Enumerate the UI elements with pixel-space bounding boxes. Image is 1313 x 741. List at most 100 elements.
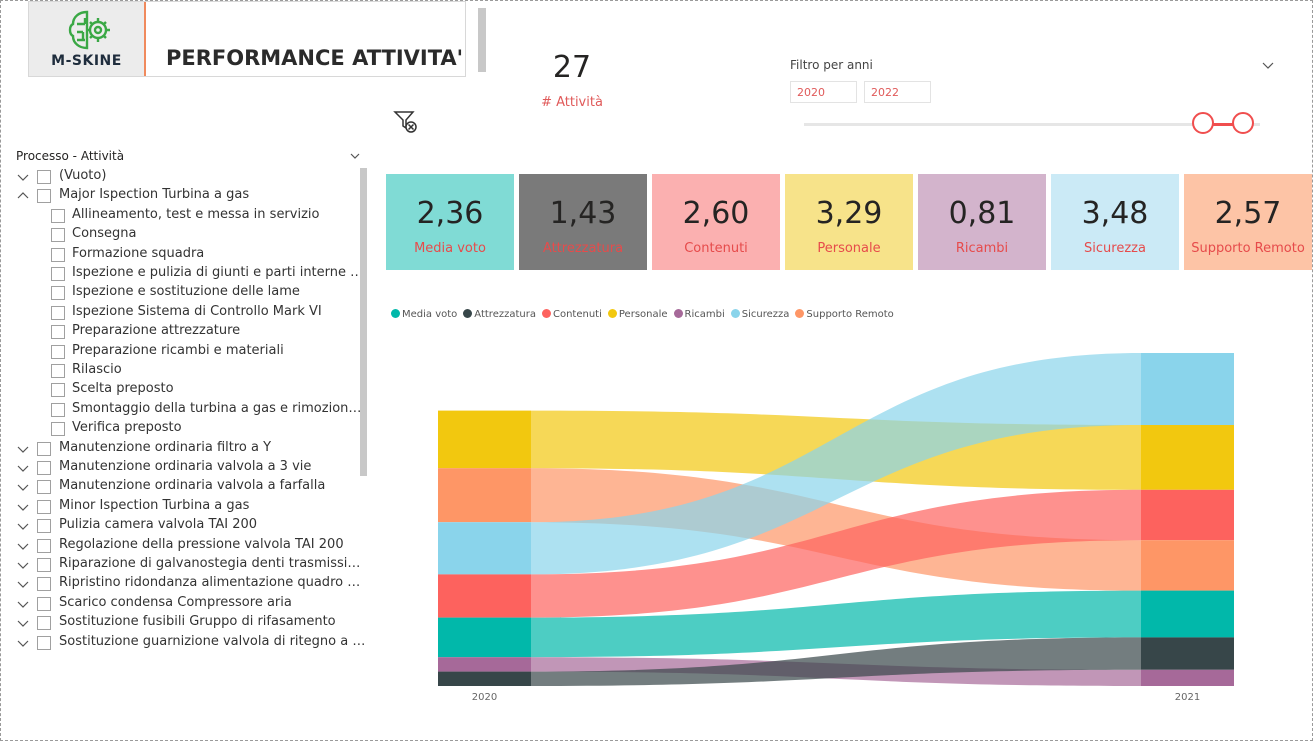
slicer-group-row[interactable]: Manutenzione ordinaria valvola a farfall… <box>0 478 372 497</box>
year-slider-handle-end[interactable] <box>1232 112 1254 134</box>
slicer-checkbox[interactable] <box>37 519 51 534</box>
slicer-item-row[interactable]: Allineamento, test e messa in servizio <box>0 207 372 226</box>
slicer-checkbox[interactable] <box>37 538 51 553</box>
slicer-group-row[interactable]: Major Ispection Turbina a gas <box>0 187 372 206</box>
slicer-checkbox[interactable] <box>51 422 65 437</box>
slicer-group-row[interactable]: Minor Ispection Turbina a gas <box>0 498 372 517</box>
clear-filter-icon[interactable] <box>392 108 420 136</box>
slicer-checkbox[interactable] <box>37 170 51 184</box>
slicer-item-row[interactable]: Scelta preposto <box>0 381 372 400</box>
sankey-node[interactable] <box>1141 669 1234 686</box>
year-to-input[interactable]: 2022 <box>864 81 931 103</box>
sankey-link[interactable] <box>531 489 1141 618</box>
slicer-group-row[interactable]: Regolazione della pressione valvola TAI … <box>0 537 372 556</box>
slicer-item-row[interactable]: Ispezione e pulizia di giunti e parti in… <box>0 265 372 284</box>
legend-item[interactable]: Personale <box>607 309 668 320</box>
sankey-node[interactable] <box>438 617 531 658</box>
slicer-item-row[interactable]: Smontaggio della turbina a gas e rimozio… <box>0 401 372 420</box>
slicer-checkbox[interactable] <box>51 344 65 359</box>
year-from-input[interactable]: 2020 <box>790 81 857 103</box>
legend-dot <box>673 309 683 318</box>
sankey-link[interactable] <box>531 590 1141 658</box>
chevron-down-icon[interactable] <box>17 501 29 513</box>
slicer-checkbox[interactable] <box>51 247 65 262</box>
legend-item[interactable]: Attrezzatura <box>463 309 536 320</box>
sankey-node[interactable] <box>1141 353 1234 425</box>
slicer-checkbox[interactable] <box>37 596 51 611</box>
sankey-node[interactable] <box>1141 540 1234 591</box>
legend-item[interactable]: Ricambi <box>673 309 725 320</box>
slicer-item-row[interactable]: Rilascio <box>0 362 372 381</box>
slicer-group-row[interactable]: Ripristino ridondanza alimentazione quad… <box>0 575 372 594</box>
sankey-node[interactable] <box>438 657 531 672</box>
slicer-checkbox[interactable] <box>37 480 51 495</box>
year-slider-track[interactable] <box>804 123 1260 126</box>
slicer-checkbox[interactable] <box>51 208 65 223</box>
slicer-group-row[interactable]: (Vuoto) <box>0 168 372 187</box>
slicer-checkbox[interactable] <box>37 441 51 456</box>
slicer-item-row[interactable]: Verifica preposto <box>0 420 372 439</box>
slicer-checkbox[interactable] <box>37 499 51 514</box>
slicer-checkbox[interactable] <box>37 558 51 572</box>
slicer-checkbox[interactable] <box>37 577 51 592</box>
sankey-node[interactable] <box>438 410 531 469</box>
slicer-group-row[interactable]: Riparazione di galvanostegia denti trasm… <box>0 556 372 575</box>
slicer-checkbox[interactable] <box>51 228 65 243</box>
slicer-item-row[interactable]: Preparazione attrezzature <box>0 323 372 342</box>
sankey-node[interactable] <box>1141 489 1234 541</box>
slicer-item-row[interactable]: Ispezione e sostituzione delle lame <box>0 284 372 303</box>
chevron-down-icon[interactable] <box>1261 58 1275 72</box>
legend-item[interactable]: Media voto <box>391 309 457 320</box>
sankey-node[interactable] <box>438 522 531 575</box>
chevron-up-icon[interactable] <box>17 190 29 202</box>
slicer-item-row[interactable]: Ispezione Sistema di Controllo Mark VI <box>0 304 372 323</box>
chevron-down-icon[interactable] <box>17 462 29 474</box>
slicer-item-row[interactable]: Formazione squadra <box>0 246 372 265</box>
slicer-scrollbar[interactable] <box>360 168 367 476</box>
chevron-down-icon[interactable] <box>17 171 29 183</box>
slicer-checkbox[interactable] <box>51 286 65 301</box>
chevron-down-icon[interactable] <box>17 481 29 493</box>
sankey-node[interactable] <box>438 468 531 523</box>
chevron-down-icon[interactable] <box>17 559 29 571</box>
legend-item[interactable]: Contenuti <box>541 309 602 320</box>
chevron-down-icon[interactable] <box>17 617 29 629</box>
slicer-checkbox[interactable] <box>37 189 51 204</box>
slicer-group-row[interactable]: Sostituzione guarnizione valvola di rite… <box>0 634 372 653</box>
title-scrollbar[interactable] <box>478 8 486 72</box>
sankey-node[interactable] <box>438 574 531 618</box>
slicer-checkbox[interactable] <box>37 635 51 650</box>
sankey-node[interactable] <box>1141 425 1234 490</box>
sankey-link[interactable] <box>531 353 1141 575</box>
slicer-group-row[interactable]: Scarico condensa Compressore aria <box>0 595 372 614</box>
legend-item[interactable]: Sicurezza <box>730 309 789 320</box>
sankey-node[interactable] <box>438 671 531 686</box>
slicer-checkbox[interactable] <box>51 383 65 398</box>
chevron-down-icon[interactable] <box>17 598 29 610</box>
legend-item[interactable]: Supporto Remoto <box>795 309 894 320</box>
slicer-checkbox[interactable] <box>37 616 51 631</box>
chevron-down-icon[interactable] <box>17 637 29 649</box>
slicer-checkbox[interactable] <box>37 461 51 475</box>
slicer-checkbox[interactable] <box>51 267 65 281</box>
slicer-group-row[interactable]: Manutenzione ordinaria valvola a 3 vie <box>0 459 372 478</box>
chevron-down-icon[interactable] <box>17 520 29 532</box>
slicer-group-row[interactable]: Sostituzione fusibili Gruppo di rifasame… <box>0 614 372 633</box>
year-slider-handle-start[interactable] <box>1192 112 1214 134</box>
chevron-down-icon[interactable] <box>349 150 361 162</box>
slicer-item-row[interactable]: Preparazione ricambi e materiali <box>0 343 372 362</box>
slicer-checkbox[interactable] <box>51 402 65 417</box>
chevron-down-icon[interactable] <box>17 540 29 552</box>
sankey-node[interactable] <box>1141 590 1234 638</box>
slicer-checkbox[interactable] <box>51 364 65 378</box>
slicer-group-row[interactable]: Manutenzione ordinaria filtro a Y <box>0 440 372 459</box>
slicer-checkbox[interactable] <box>51 305 65 320</box>
slicer-checkbox[interactable] <box>51 325 65 340</box>
sankey-link[interactable] <box>531 637 1141 686</box>
slicer-item-row[interactable]: Consegna <box>0 226 372 245</box>
sankey-node[interactable] <box>1141 637 1234 670</box>
chevron-down-icon[interactable] <box>17 443 29 455</box>
slicer-group-row[interactable]: Pulizia camera valvola TAI 200 <box>0 517 372 536</box>
chevron-down-icon[interactable] <box>17 578 29 590</box>
sankey-link[interactable] <box>531 468 1141 591</box>
